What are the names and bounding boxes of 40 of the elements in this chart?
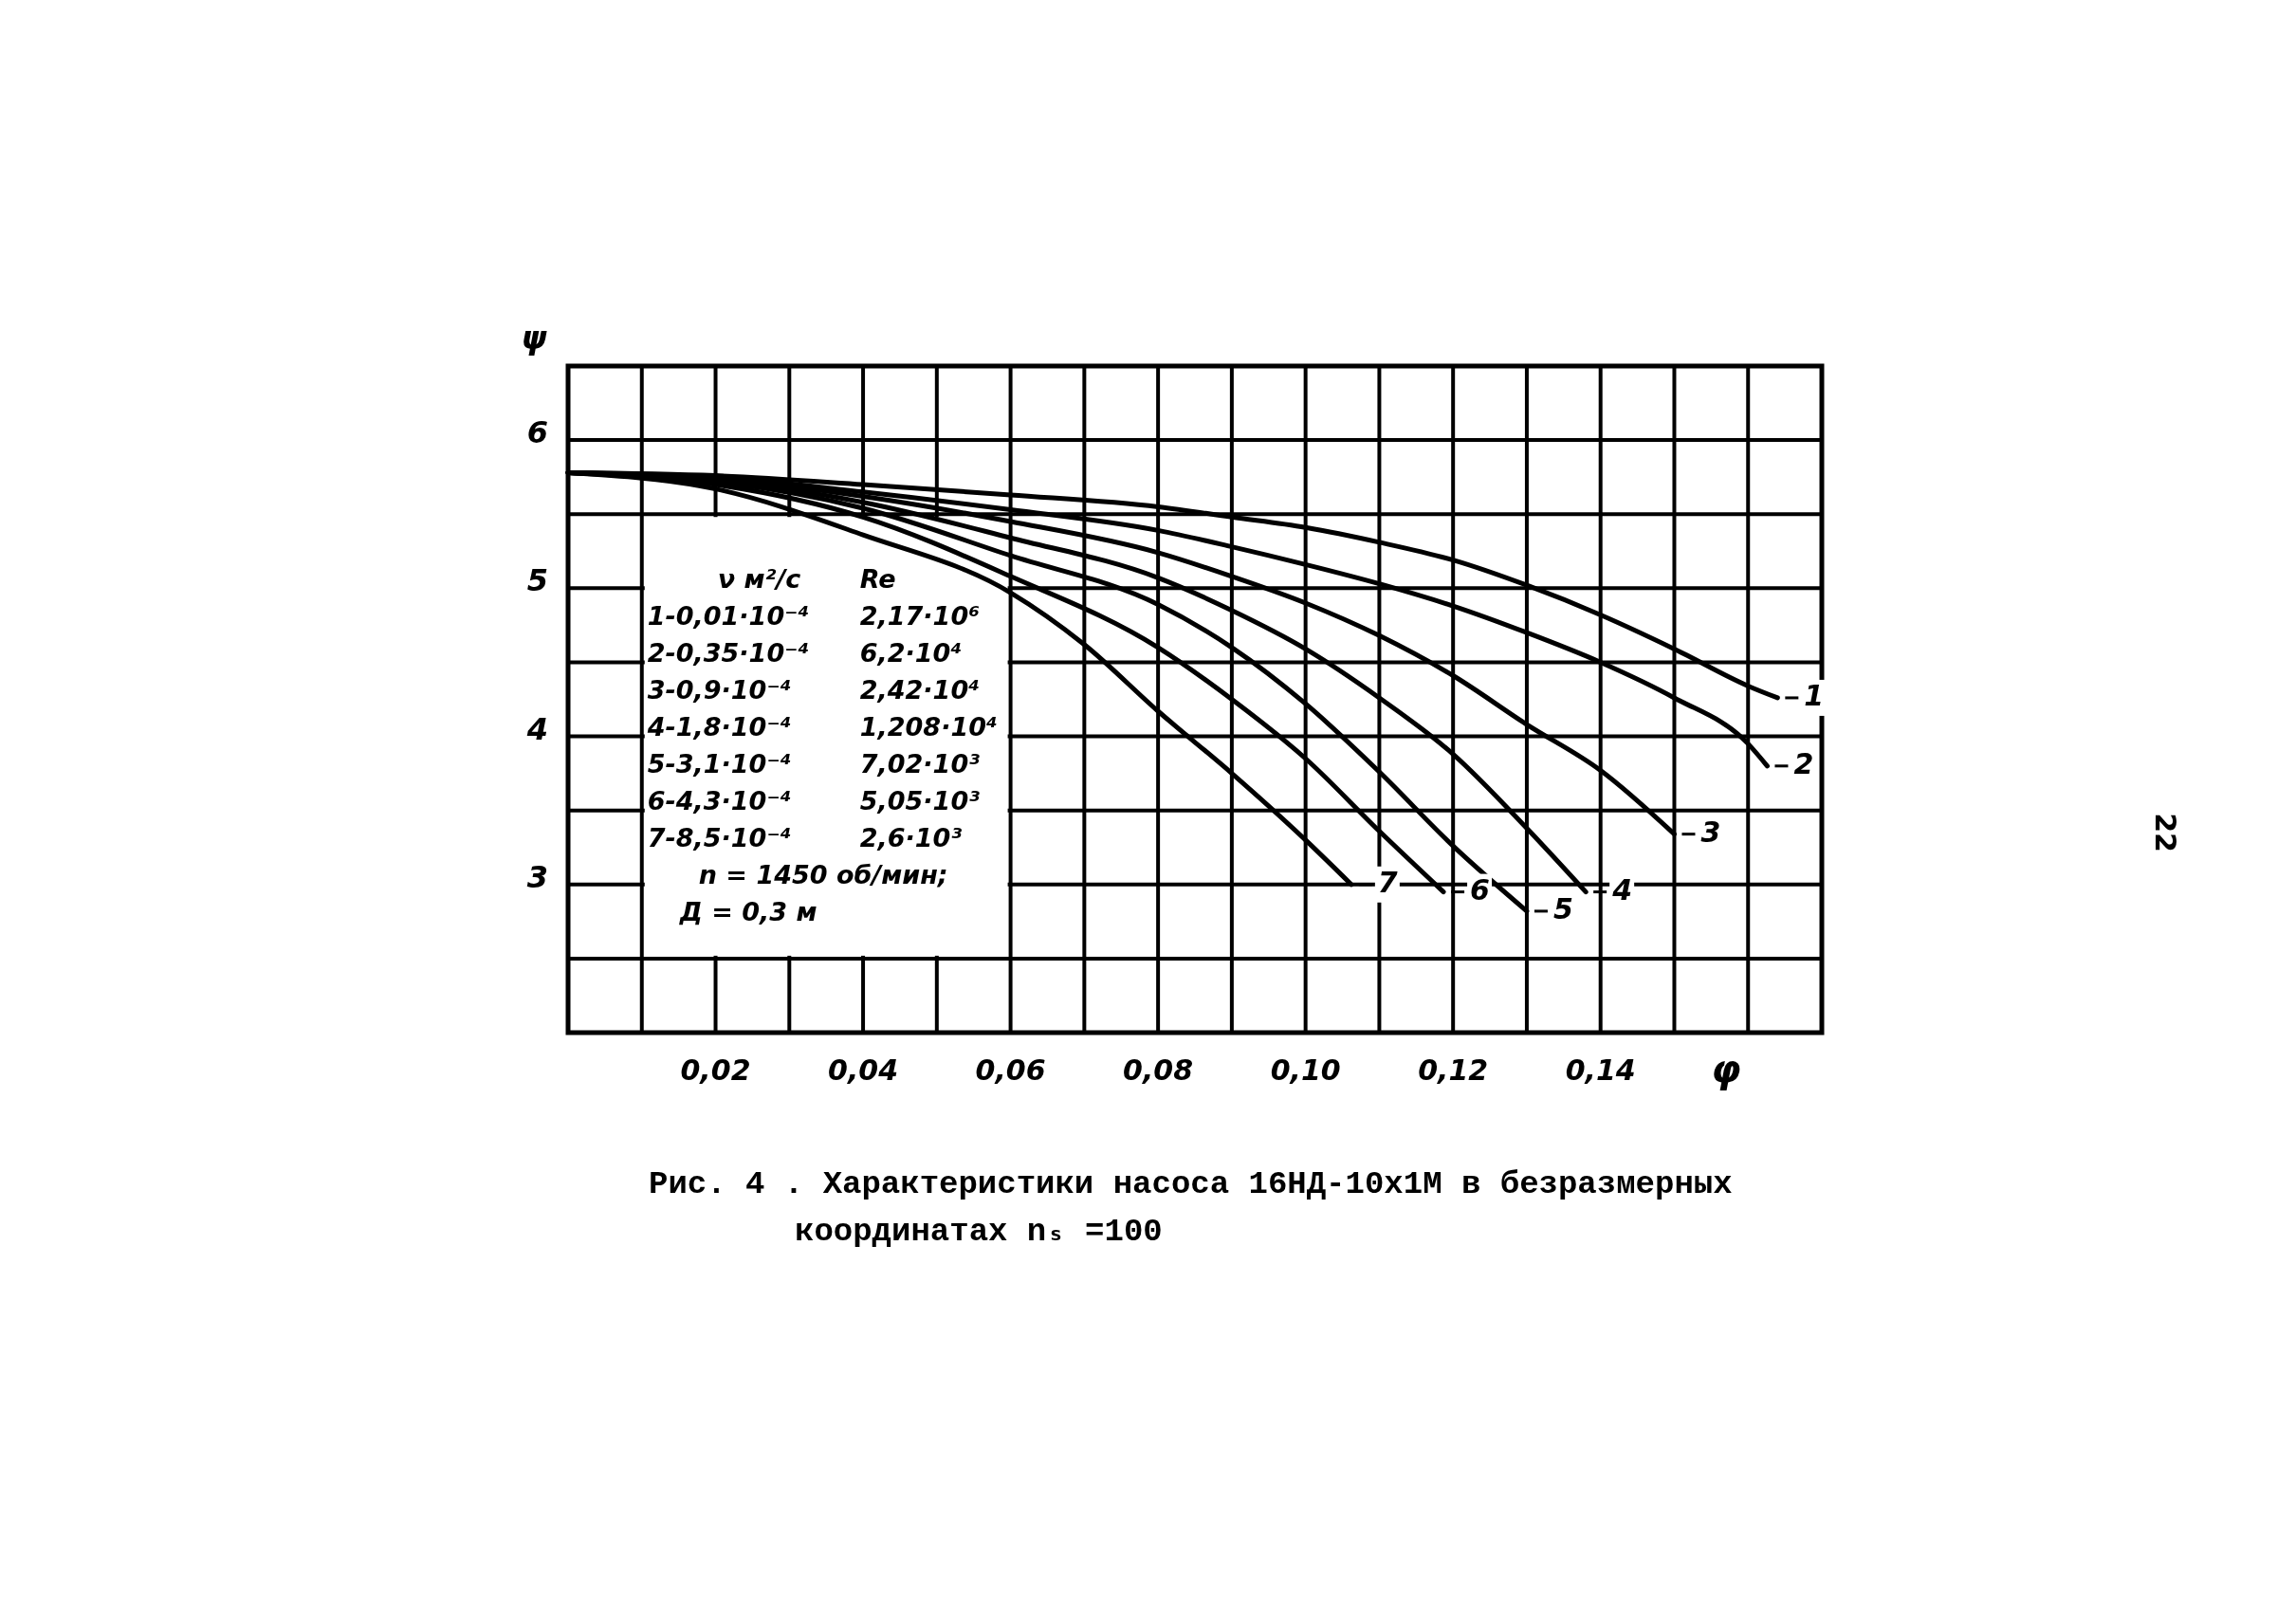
annotation: 2,42·10⁴: [859, 675, 981, 705]
x-tick-label: 0,10: [1270, 1053, 1341, 1087]
annotation: 5-3,1·10⁻⁴: [647, 749, 792, 779]
text: Рис. 4 . Характеристики насоса 16НД-10х1М в безразмерных координатах nₛ =100: [649, 1166, 1733, 1250]
annotation: ν м²/с: [717, 564, 801, 595]
annotation: 7,02·10³: [859, 749, 981, 779]
text: 22: [2149, 813, 2182, 852]
annotation: 2,6·10³: [859, 823, 963, 853]
annotation: 5,05·10³: [859, 786, 981, 816]
legend-label: 2: [1793, 747, 1814, 781]
y-tick-label: 4: [525, 710, 549, 747]
annotation: 1,208·10⁴: [859, 712, 998, 742]
x-tick-label: 0,12: [1418, 1053, 1489, 1087]
x-tick-label: 0,02: [680, 1053, 751, 1087]
x-axis-title: φ: [1711, 1047, 1741, 1090]
x-tick-label: 0,08: [1123, 1053, 1194, 1087]
y-tick-label: 5: [526, 562, 549, 599]
legend-label: 4: [1611, 873, 1633, 907]
annotation: 6,2·10⁴: [859, 638, 963, 669]
legend-label: 3: [1700, 815, 1721, 850]
y-tick-label: 6: [526, 414, 549, 451]
y-tick-label: 3: [526, 858, 549, 895]
legend-label: 5: [1552, 892, 1573, 926]
annotation: Д = 0,3 м: [678, 897, 817, 927]
legend-label: 6: [1470, 873, 1490, 907]
annotation: 2-0,35·10⁻⁴: [647, 638, 810, 669]
legend-label: 7: [1377, 866, 1398, 900]
annotation: 2,17·10⁶: [859, 601, 981, 632]
x-tick-label: 0,14: [1565, 1053, 1636, 1087]
annotation: 1-0,01·10⁻⁴: [647, 601, 810, 632]
annotation: Re: [859, 564, 896, 595]
x-tick-label: 0,06: [975, 1053, 1046, 1087]
annotation: 3-0,9·10⁻⁴: [647, 675, 792, 705]
annotation: 7-8,5·10⁻⁴: [647, 823, 792, 853]
y-axis-title: ψ: [521, 319, 548, 357]
annotation: n = 1450 об/мин;: [698, 860, 948, 890]
annotation: 4-1,8·10⁻⁴: [646, 712, 792, 742]
legend-label: 1: [1804, 679, 1825, 713]
x-tick-label: 0,04: [828, 1053, 899, 1087]
annotation: 6-4,3·10⁻⁴: [647, 786, 792, 816]
